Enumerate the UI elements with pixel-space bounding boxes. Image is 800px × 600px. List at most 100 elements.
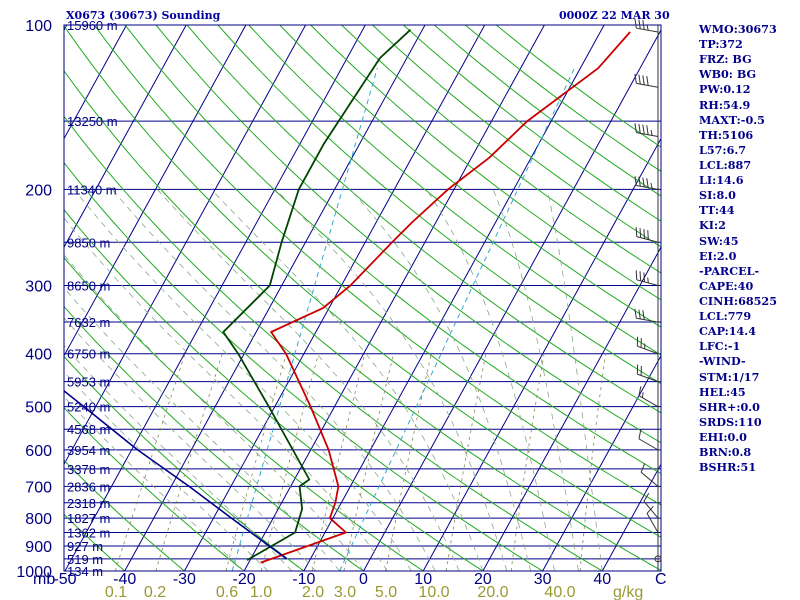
mixing-ratio-label: 5.0 bbox=[375, 584, 397, 600]
moist-adiabat bbox=[64, 287, 340, 571]
dry-adiabat bbox=[372, 25, 661, 248]
wind-barb bbox=[654, 555, 662, 563]
dry-adiabat bbox=[155, 25, 661, 444]
moist-adiabat bbox=[211, 189, 484, 571]
height-label: 4568 m bbox=[67, 422, 110, 437]
mixing-ratio-line bbox=[510, 353, 545, 571]
moist-adiabat bbox=[426, 189, 555, 571]
mixing-ratio-line bbox=[445, 353, 487, 571]
pressure-tick-label: 500 bbox=[25, 400, 52, 417]
mixing-ratio-label: 0.2 bbox=[144, 584, 166, 600]
moist-adiabat bbox=[349, 189, 532, 571]
stat-item: EHI:0.0 bbox=[699, 429, 747, 444]
wind-barb bbox=[634, 308, 659, 323]
height-label: 7632 m bbox=[67, 315, 110, 330]
temperature-tick-label: -10 bbox=[292, 571, 315, 588]
height-label: 519 m bbox=[67, 552, 103, 567]
isotherm--110 bbox=[0, 25, 7, 571]
stat-item: LCL:779 bbox=[699, 309, 752, 324]
height-label: 3954 m bbox=[67, 443, 110, 458]
wind-barb bbox=[635, 270, 659, 286]
wind-barb bbox=[635, 227, 659, 243]
stat-item: MAXT:-0.5 bbox=[699, 112, 765, 127]
wind-barb bbox=[638, 429, 659, 451]
wind-barb bbox=[646, 505, 659, 533]
mixing-ratio-line bbox=[385, 353, 432, 571]
isotherm--70 bbox=[64, 25, 247, 357]
height-label: 5240 m bbox=[67, 400, 110, 415]
temperature-tick-label: 20 bbox=[474, 571, 492, 588]
dry-adiabat bbox=[64, 161, 543, 571]
mixing-ratio-label: 0.1 bbox=[105, 584, 127, 600]
mixing-ratio-label: 10.0 bbox=[418, 584, 449, 600]
moist-adiabat bbox=[275, 189, 508, 571]
stat-item: TH:5106 bbox=[699, 127, 754, 142]
dewpoint-line bbox=[222, 29, 412, 561]
isotherm-10 bbox=[422, 137, 661, 571]
pressure-tick-label: 1000 bbox=[16, 564, 52, 581]
station-title: X0673 (30673) Sounding bbox=[66, 9, 221, 22]
height-label: 13250 m bbox=[67, 114, 118, 129]
height-label: 8650 m bbox=[67, 279, 110, 294]
stat-item: -WIND- bbox=[699, 354, 746, 369]
dry-adiabat bbox=[279, 25, 661, 328]
stat-item: RH:54.9 bbox=[699, 97, 751, 112]
temperature-line bbox=[260, 31, 631, 564]
temperature-tick-label: 30 bbox=[534, 571, 552, 588]
temperature-tick-label: -30 bbox=[173, 571, 196, 588]
height-label: 927 m bbox=[67, 539, 103, 554]
isotherm--80 bbox=[64, 25, 187, 249]
pressure-tick-label: 100 bbox=[25, 18, 52, 35]
temperature-tick-label: 0 bbox=[359, 571, 368, 588]
valid-time: 0000Z 22 MAR 30 bbox=[559, 9, 670, 22]
pressure-tick-label: 700 bbox=[25, 479, 52, 496]
pressure-tick-label: 200 bbox=[25, 182, 52, 199]
stat-item: KI:2 bbox=[699, 218, 726, 233]
stat-item: BSHR:51 bbox=[699, 460, 757, 475]
stat-item: STM:1/17 bbox=[699, 369, 760, 384]
mixing-ratio-line bbox=[225, 353, 287, 571]
stats-panel: WMO:30673 TP:372 FRZ: BG WB0: BG PW:0.12 RH:5… bbox=[699, 22, 777, 475]
mixing-ratio-label: 0.6 bbox=[216, 584, 238, 600]
isotherm--10 bbox=[303, 25, 605, 571]
moist-adiabat bbox=[64, 371, 269, 571]
wind-barb bbox=[634, 18, 659, 33]
pressure-tick-label: 900 bbox=[25, 539, 52, 556]
dry-adiabat bbox=[310, 25, 661, 301]
height-label: 6750 m bbox=[67, 347, 110, 362]
mixing-ratio-unit: g/kg bbox=[613, 584, 643, 600]
pressure-tick-label: 800 bbox=[25, 511, 52, 528]
plot-frame bbox=[63, 24, 662, 572]
stat-item: PW:0.12 bbox=[699, 82, 751, 97]
height-label: 1362 m bbox=[67, 525, 110, 540]
isotherm--20 bbox=[243, 25, 545, 571]
stat-item: TP:372 bbox=[699, 37, 743, 52]
dry-adiabat bbox=[186, 25, 661, 414]
height-label: 9850 m bbox=[67, 235, 110, 250]
mixing-ratio-label: 1.0 bbox=[250, 584, 272, 600]
height-label: 2836 m bbox=[67, 479, 110, 494]
wind-barb bbox=[640, 463, 659, 487]
height-label: 134 m bbox=[67, 564, 103, 579]
height-label: 15960 m bbox=[67, 18, 118, 33]
dry-adiabat bbox=[64, 256, 424, 571]
mixing-ratio-line bbox=[579, 353, 606, 571]
moist-adiabat bbox=[157, 189, 460, 571]
dry-adiabat bbox=[64, 208, 484, 571]
stat-item: FRZ: BG bbox=[699, 52, 752, 67]
moist-adiabat bbox=[546, 189, 603, 571]
moist-adiabat bbox=[111, 189, 436, 571]
dry-adiabat bbox=[64, 459, 185, 571]
moist-adiabat bbox=[64, 317, 317, 571]
stat-item: SHR+:0.0 bbox=[699, 399, 760, 414]
dry-adiabat bbox=[64, 406, 245, 571]
pressure-tick-label: 300 bbox=[25, 279, 52, 296]
temperature-unit-label: C bbox=[655, 571, 667, 588]
moist-adiabat bbox=[64, 396, 245, 571]
mixing-ratio-label: 2.0 bbox=[302, 584, 324, 600]
dry-adiabat bbox=[64, 25, 661, 538]
mixing-ratio-label: 3.0 bbox=[334, 584, 356, 600]
isotherm--60 bbox=[64, 25, 307, 466]
wet-bulb-curve bbox=[231, 68, 378, 571]
